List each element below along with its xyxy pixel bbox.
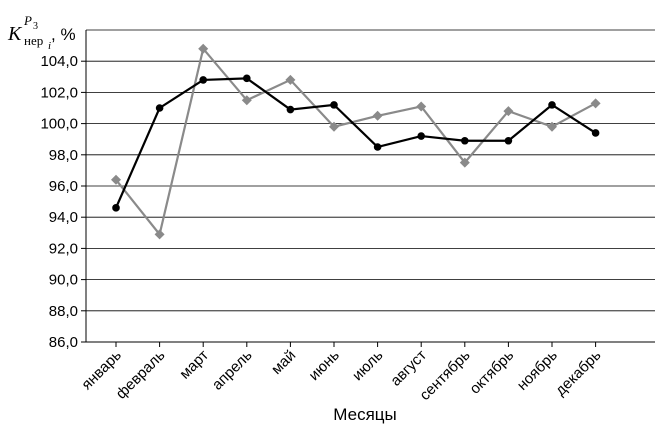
y-axis-label-subscript-index: i — [48, 40, 51, 52]
svg-text:K: K — [7, 23, 23, 45]
y-tick-label: 92,0 — [49, 240, 78, 257]
data-point — [590, 98, 601, 109]
y-tick-label: 90,0 — [49, 272, 78, 289]
y-tick-label: 94,0 — [49, 209, 78, 226]
y-tick-label: 88,0 — [49, 303, 78, 320]
grid — [81, 29, 655, 347]
data-point — [591, 129, 600, 137]
data-point — [372, 110, 383, 121]
data-point — [112, 204, 120, 212]
y-axis-label-symbol: K — [7, 23, 23, 45]
data-point — [243, 74, 251, 83]
svg-text:нер: нер — [24, 33, 43, 48]
y-tick-label: 100,0 — [40, 116, 78, 133]
data-point — [461, 136, 469, 145]
y-tick-label: 96,0 — [49, 178, 78, 195]
axes — [85, 30, 655, 343]
y-axis-label-superscript-index: 3 — [33, 21, 38, 32]
data-point — [504, 136, 513, 145]
y-tick-label: 104,0 — [40, 53, 78, 70]
data-point — [111, 174, 121, 185]
series-2 — [111, 43, 601, 240]
x-tick-label: август — [387, 347, 430, 390]
data-point — [198, 43, 209, 54]
data-point — [154, 229, 165, 240]
data-point — [155, 104, 164, 112]
y-tick-label: 86,0 — [49, 334, 78, 351]
y-axis-label: K P 3 нер i , % — [7, 13, 76, 52]
series-line — [115, 46, 597, 237]
y-tick-labels: 86,0 88,0 90,0 92,0 94,0 96,0 98,0 100,0 102,0 10… — [40, 53, 78, 351]
data-point — [285, 74, 296, 85]
data-point — [330, 101, 338, 109]
data-point — [417, 132, 426, 140]
data-point — [459, 157, 470, 168]
data-point — [547, 121, 557, 132]
data-point — [329, 121, 339, 132]
x-tick-label: июнь — [306, 347, 343, 384]
x-tick-label: май — [268, 347, 299, 378]
data-point — [548, 101, 556, 109]
series-1 — [112, 74, 600, 212]
svg-text:, %: , % — [51, 25, 76, 44]
x-tick-label: март — [176, 347, 212, 383]
data-point — [503, 106, 514, 117]
svg-text:i: i — [48, 40, 51, 52]
x-tick-label: апрель — [209, 347, 256, 394]
x-tick-label: октябрь — [466, 347, 517, 398]
data-point — [373, 143, 382, 151]
svg-text:P: P — [23, 13, 32, 28]
data-point — [241, 95, 252, 106]
series-layer — [111, 43, 601, 240]
y-axis-label-subscript: нер — [24, 33, 43, 48]
data-point — [199, 76, 207, 84]
x-tick-label: июль — [349, 347, 387, 385]
x-axis-label: Месяцы — [333, 405, 396, 424]
x-tick-label: декабрь — [552, 347, 605, 400]
data-point — [416, 101, 427, 112]
svg-text:3: 3 — [33, 21, 38, 32]
data-point — [286, 105, 295, 114]
y-axis-label-superscript: P — [23, 13, 32, 28]
y-axis-label-unit: , % — [51, 25, 76, 44]
y-tick-label: 98,0 — [49, 147, 78, 164]
y-tick-label: 102,0 — [40, 84, 78, 101]
series-line — [114, 77, 597, 209]
